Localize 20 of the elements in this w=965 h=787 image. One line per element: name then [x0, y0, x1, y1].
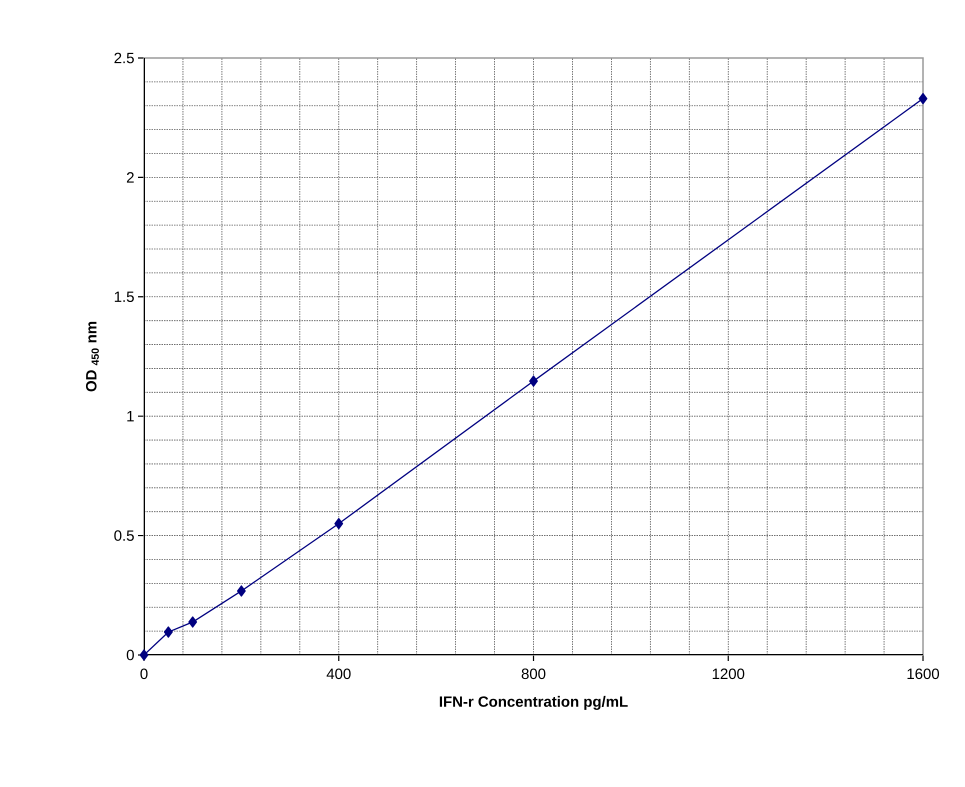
x-tick-label: 800: [522, 668, 546, 680]
y-tick-label: 2.5: [114, 52, 134, 64]
y-tick-label: 2: [126, 172, 134, 183]
point: [529, 375, 538, 387]
point: [236, 585, 246, 597]
point: [918, 92, 928, 104]
x-tick-label: 1200: [712, 668, 744, 680]
point: [334, 518, 344, 530]
point: [188, 616, 198, 628]
x-tick-label: 1600: [908, 668, 940, 680]
point: [164, 626, 173, 638]
point: [140, 649, 148, 661]
y-tick-label: 0: [126, 650, 134, 660]
y-tick-label: 1.5: [114, 292, 134, 302]
x-axis-title: IFN-r Concentration pg/mL: [440, 696, 628, 710]
x-tick-label: 0: [140, 668, 148, 680]
x-tick-label: 400: [326, 668, 351, 680]
y-tick-label: 1: [127, 411, 134, 422]
y-axis-title: OD $_{450}$ nm: [86, 322, 99, 392]
y-tick-label: 0.5: [114, 530, 134, 541]
